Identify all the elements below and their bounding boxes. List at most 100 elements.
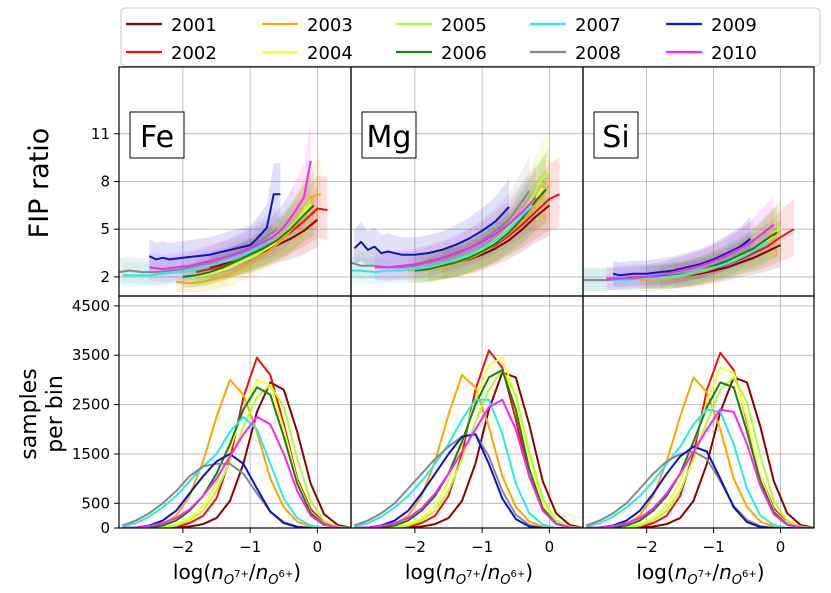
hist-Mg-2005 <box>354 369 583 528</box>
band-Mg-2010 <box>374 163 536 281</box>
line-Si-2009 <box>612 238 752 277</box>
hist-Si-2004 <box>586 366 814 528</box>
xtick-label: −1 <box>471 538 493 556</box>
ytick-label-bottom: 500 <box>81 494 110 512</box>
legend-label-2005: 2005 <box>441 15 487 36</box>
line-Mg-2007 <box>351 204 534 274</box>
legend: 2001 2002 2003 2004 2005 2006 2007 2008 2009 2010 <box>120 7 821 67</box>
line-Fe-2007 <box>122 212 295 277</box>
line-Si-2010 <box>606 223 775 280</box>
legend-label-2004: 2004 <box>307 43 353 64</box>
xtick-label: 0 <box>776 538 786 556</box>
line-Fe-2008 <box>119 228 278 274</box>
line-Fe-2006 <box>182 204 315 278</box>
element-label-Si: Si <box>602 120 629 155</box>
element-label-box <box>129 111 185 159</box>
element-label-box <box>593 111 639 159</box>
ylabel-bottom: samplesper bin <box>17 368 68 459</box>
band-Fe-2007 <box>122 184 294 287</box>
ytick-label-top: 2 <box>100 268 110 286</box>
hist-Mg-2009 <box>354 433 583 528</box>
legend-label-2006: 2006 <box>441 43 487 64</box>
legend-label-2003: 2003 <box>307 15 353 36</box>
ytick-label-bottom: 3500 <box>72 346 110 364</box>
legend-label-2002: 2002 <box>171 43 217 64</box>
line-Si-2007 <box>583 241 768 282</box>
element-label-Mg: Mg <box>367 120 412 155</box>
legend-label-2007: 2007 <box>575 15 621 36</box>
band-Mg-2007 <box>351 174 533 285</box>
hist-Fe-2001 <box>122 381 351 528</box>
ytick-label-top: 5 <box>100 220 110 238</box>
panel-bottom-Si: −2 −1 0 <box>582 295 815 556</box>
lines <box>585 351 814 528</box>
xtick-label: −2 <box>172 538 194 556</box>
xtick-label: −1 <box>703 538 725 556</box>
xlabel-Si: log(nO7+/nO6+) <box>636 560 764 588</box>
legend-label-2001: 2001 <box>171 15 217 36</box>
ytick-label-bottom: 0 <box>100 519 110 537</box>
hist-Mg-2003 <box>354 374 583 528</box>
axis-labels: 2 5 8 11 0 500 1500 2500 3500 4500 FIP ratio sample… <box>17 125 765 588</box>
lines <box>354 349 583 528</box>
legend-label-2008: 2008 <box>575 43 621 64</box>
panel-frame <box>582 295 815 529</box>
hist-Mg-2006 <box>354 369 583 528</box>
line-Mg-2009 <box>353 206 510 256</box>
legend-label-2010: 2010 <box>711 43 757 64</box>
band-Mg-2004 <box>421 151 543 282</box>
line-Mg-2008 <box>351 190 531 269</box>
hist-Fe-2006 <box>122 386 351 528</box>
hist-Si-2005 <box>586 376 814 528</box>
hist-Mg-2001 <box>354 371 583 528</box>
line-Fe-2010 <box>149 160 312 270</box>
hist-Si-2003 <box>586 376 814 528</box>
band-Mg-2003 <box>408 146 550 284</box>
hist-Mg-2010 <box>354 398 583 528</box>
lines <box>351 171 560 274</box>
line-Fe-2009 <box>148 193 281 261</box>
xtick-label: 0 <box>545 538 555 556</box>
xlabel-Mg: log(nO7+/nO6+) <box>405 560 533 588</box>
xlabel-Fe: log(nO7+/nO6+) <box>173 560 301 588</box>
lines <box>122 356 351 528</box>
panel-frame <box>118 295 352 529</box>
element-label-box <box>361 111 417 159</box>
hist-Si-2009 <box>586 445 814 528</box>
ytick-label-top: 8 <box>100 173 110 191</box>
hist-Fe-2008 <box>122 462 351 528</box>
hist-Fe-2009 <box>122 453 351 528</box>
hist-Si-2006 <box>586 381 814 528</box>
ytick-label-top: 11 <box>91 125 110 143</box>
band-Si-2008 <box>583 219 754 291</box>
panel-top-Si: Si <box>582 66 815 297</box>
band-Mg-2006 <box>414 152 546 284</box>
line-Mg-2006 <box>414 188 547 272</box>
hist-Mg-2007 <box>354 398 583 528</box>
band-Si-2003 <box>639 200 781 291</box>
hist-Si-2007 <box>586 408 814 528</box>
hist-Fe-2007 <box>122 415 351 528</box>
hist-Si-2010 <box>586 408 814 528</box>
line-Mg-2010 <box>374 196 537 269</box>
xtick-label: −1 <box>239 538 261 556</box>
lines <box>583 223 795 282</box>
panel-top-Mg: Mg <box>350 66 584 297</box>
xtick-label: −2 <box>404 538 426 556</box>
panel-bottom-Fe: −2 −1 0 <box>118 295 352 556</box>
hist-Fe-2010 <box>122 415 351 528</box>
hist-Si-2008 <box>585 450 814 528</box>
ytick-label-bottom: 4500 <box>72 297 110 315</box>
ytick-label-bottom: 1500 <box>72 445 110 463</box>
legend-label-2009: 2009 <box>711 15 757 36</box>
band-Mg-2001 <box>441 171 550 280</box>
ylabel-top: FIP ratio <box>24 128 55 239</box>
xtick-label: −2 <box>636 538 658 556</box>
panel-bottom-Mg: −2 −1 0 <box>350 295 584 556</box>
xtick-label: 0 <box>313 538 323 556</box>
panels: Fe −2 −1 0 Mg −2 −1 0 Si −2 −1 0 <box>118 66 815 556</box>
hist-Si-2001 <box>586 376 814 528</box>
ytick-label-bottom: 2500 <box>72 396 110 414</box>
panel-top-Fe: Fe <box>118 66 352 297</box>
